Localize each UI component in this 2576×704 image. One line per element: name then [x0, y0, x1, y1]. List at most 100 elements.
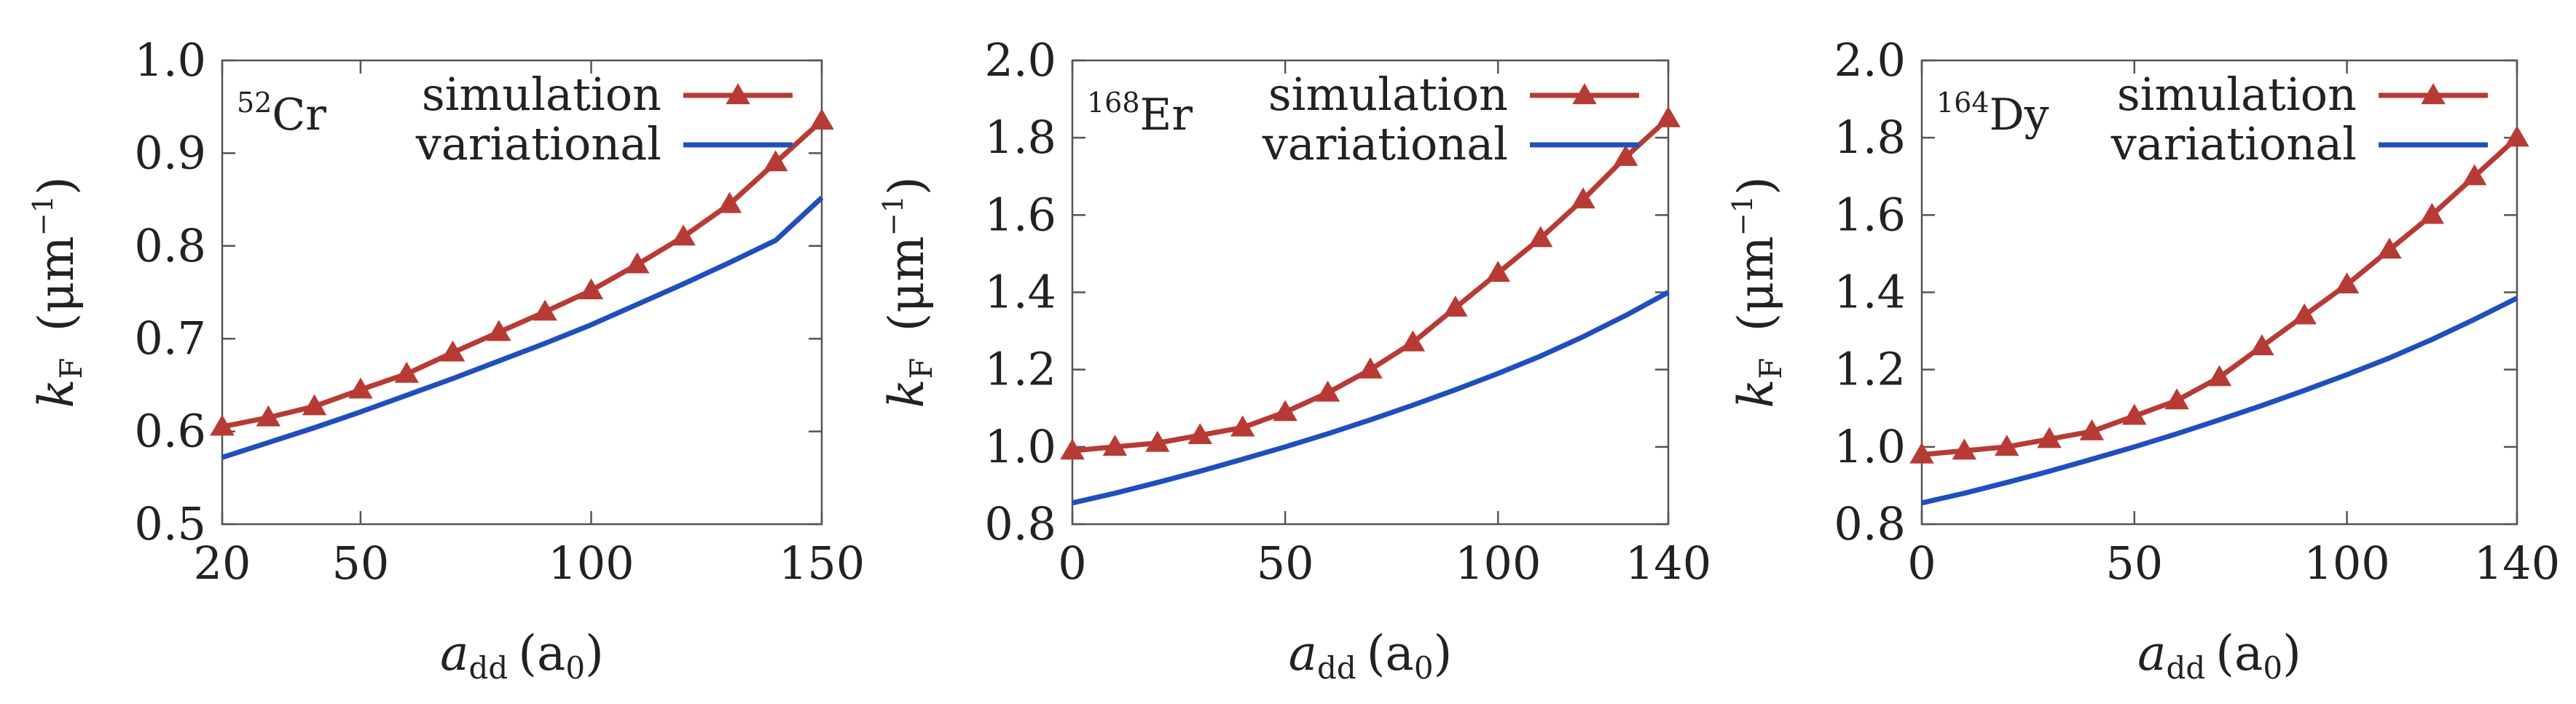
legend-label-variational: variational [1262, 117, 1508, 170]
legend-marker [726, 83, 750, 105]
plot-frame [221, 59, 823, 526]
data-point [302, 394, 327, 416]
data-point [1400, 330, 1426, 352]
data-point [1571, 187, 1595, 209]
y-tick-label: 1.8 [1834, 111, 1906, 164]
data-point [210, 414, 235, 436]
element-label: 168Er [1087, 87, 1193, 141]
data-point [1528, 226, 1553, 248]
data-point [1909, 442, 1934, 464]
series-line-variational [221, 196, 824, 460]
data-point [2462, 164, 2487, 186]
data-point [394, 361, 419, 383]
data-point [1315, 380, 1340, 402]
y-tick-label: 1.0 [1834, 420, 1906, 473]
data-point [1656, 106, 1681, 127]
series-line-simulation [1921, 135, 2519, 457]
x-tick-label: 150 [779, 537, 865, 590]
y-tick-label: 1.2 [984, 343, 1056, 396]
y-tick-label: 1.0 [984, 420, 1056, 473]
data-point [1613, 144, 1638, 166]
y-axis-label: kF(μm−1) [1727, 176, 1788, 408]
data-point [533, 299, 557, 321]
data-point [2334, 272, 2360, 294]
legend-label-variational: variational [415, 117, 661, 170]
data-point [717, 191, 742, 213]
y-tick-label: 2.0 [1834, 33, 1906, 87]
series-line-variational [1072, 290, 1670, 506]
series-simulation [210, 108, 834, 436]
data-point [2122, 403, 2147, 425]
data-point [1145, 430, 1170, 452]
y-tick-label: 0.8 [1834, 497, 1906, 550]
data-point [1443, 295, 1468, 317]
x-tick-label: 20 [194, 537, 251, 590]
y-tick-label: 0.7 [134, 312, 206, 365]
x-tick-label: 50 [331, 537, 389, 590]
x-tick-label: 0 [1907, 537, 1936, 590]
data-point [2164, 388, 2189, 410]
x-axis-label: add (a0) [1289, 625, 1453, 686]
y-tick-label: 0.8 [984, 497, 1056, 550]
x-tick-label: 100 [1455, 537, 1541, 590]
y-tick-label: 0.6 [134, 405, 206, 458]
series-simulation [1909, 125, 2529, 464]
data-point [1273, 400, 1297, 422]
legend-label-variational: variational [2110, 117, 2357, 170]
data-point [1102, 435, 1128, 456]
data-point [256, 405, 281, 427]
data-point [1952, 438, 1977, 460]
legend-label-simulation: simulation [422, 68, 661, 121]
series-variational [221, 196, 824, 460]
element-label: 164Dy [1936, 87, 2049, 141]
data-point [2292, 303, 2317, 325]
x-tick-label: 100 [548, 537, 634, 590]
data-point [1485, 261, 1511, 282]
y-tick-label: 0.9 [134, 126, 206, 179]
y-tick-label: 1.4 [984, 266, 1056, 319]
panel-er: 0.8 1.0 1.2 1.4 1.6 1.8 2.0 0 50 100 140 add (a0) kF(… [877, 33, 1711, 686]
data-point [2505, 125, 2529, 147]
data-point [1358, 357, 1383, 379]
data-point [1060, 438, 1085, 460]
legend-label-simulation: simulation [1268, 68, 1508, 121]
x-tick-label: 50 [2105, 537, 2163, 590]
x-tick-label: 0 [1058, 537, 1086, 590]
data-point [2207, 365, 2232, 387]
x-tick-label: 50 [1257, 537, 1314, 590]
x-tick-label: 140 [1625, 537, 1711, 590]
y-tick-label: 1.2 [1834, 343, 1906, 396]
panel-dy: 0.8 1.0 1.2 1.4 1.6 1.8 2.0 0 50 100 140 add (a0) kF(… [1727, 33, 2560, 686]
data-point [671, 224, 696, 246]
data-point [2079, 419, 2105, 440]
data-point [1230, 415, 1255, 437]
y-tick-label: 1.4 [1834, 266, 1906, 319]
series-variational [1921, 296, 2518, 506]
data-point [625, 252, 650, 274]
data-point [440, 340, 466, 362]
data-point [2037, 427, 2062, 448]
data-point [809, 108, 834, 130]
y-tick-label: 1.8 [984, 111, 1056, 164]
y-tick-label: 0.5 [134, 497, 206, 550]
x-tick-label: 140 [2474, 537, 2560, 590]
x-axis-label: add (a0) [2137, 625, 2301, 686]
data-point [2419, 202, 2445, 224]
x-tick-label: 100 [2304, 537, 2390, 590]
panel-cr: 0.5 0.6 0.7 0.8 0.9 1.0 20 50 100 150 add (a0) kF(μm… [27, 33, 865, 686]
y-axis-label: kF(μm−1) [877, 176, 939, 408]
y-axis-label: kF(μm−1) [27, 176, 89, 408]
y-tick-label: 1.0 [134, 33, 206, 87]
y-tick-label: 1.6 [984, 188, 1056, 241]
series-line-variational [1921, 296, 2518, 506]
legend-marker [2421, 83, 2446, 105]
series-simulation [1060, 106, 1681, 460]
series-variational [1072, 290, 1670, 506]
data-point [2377, 237, 2402, 259]
y-tick-label: 1.6 [1834, 188, 1906, 241]
element-label: 52Cr [237, 87, 326, 141]
